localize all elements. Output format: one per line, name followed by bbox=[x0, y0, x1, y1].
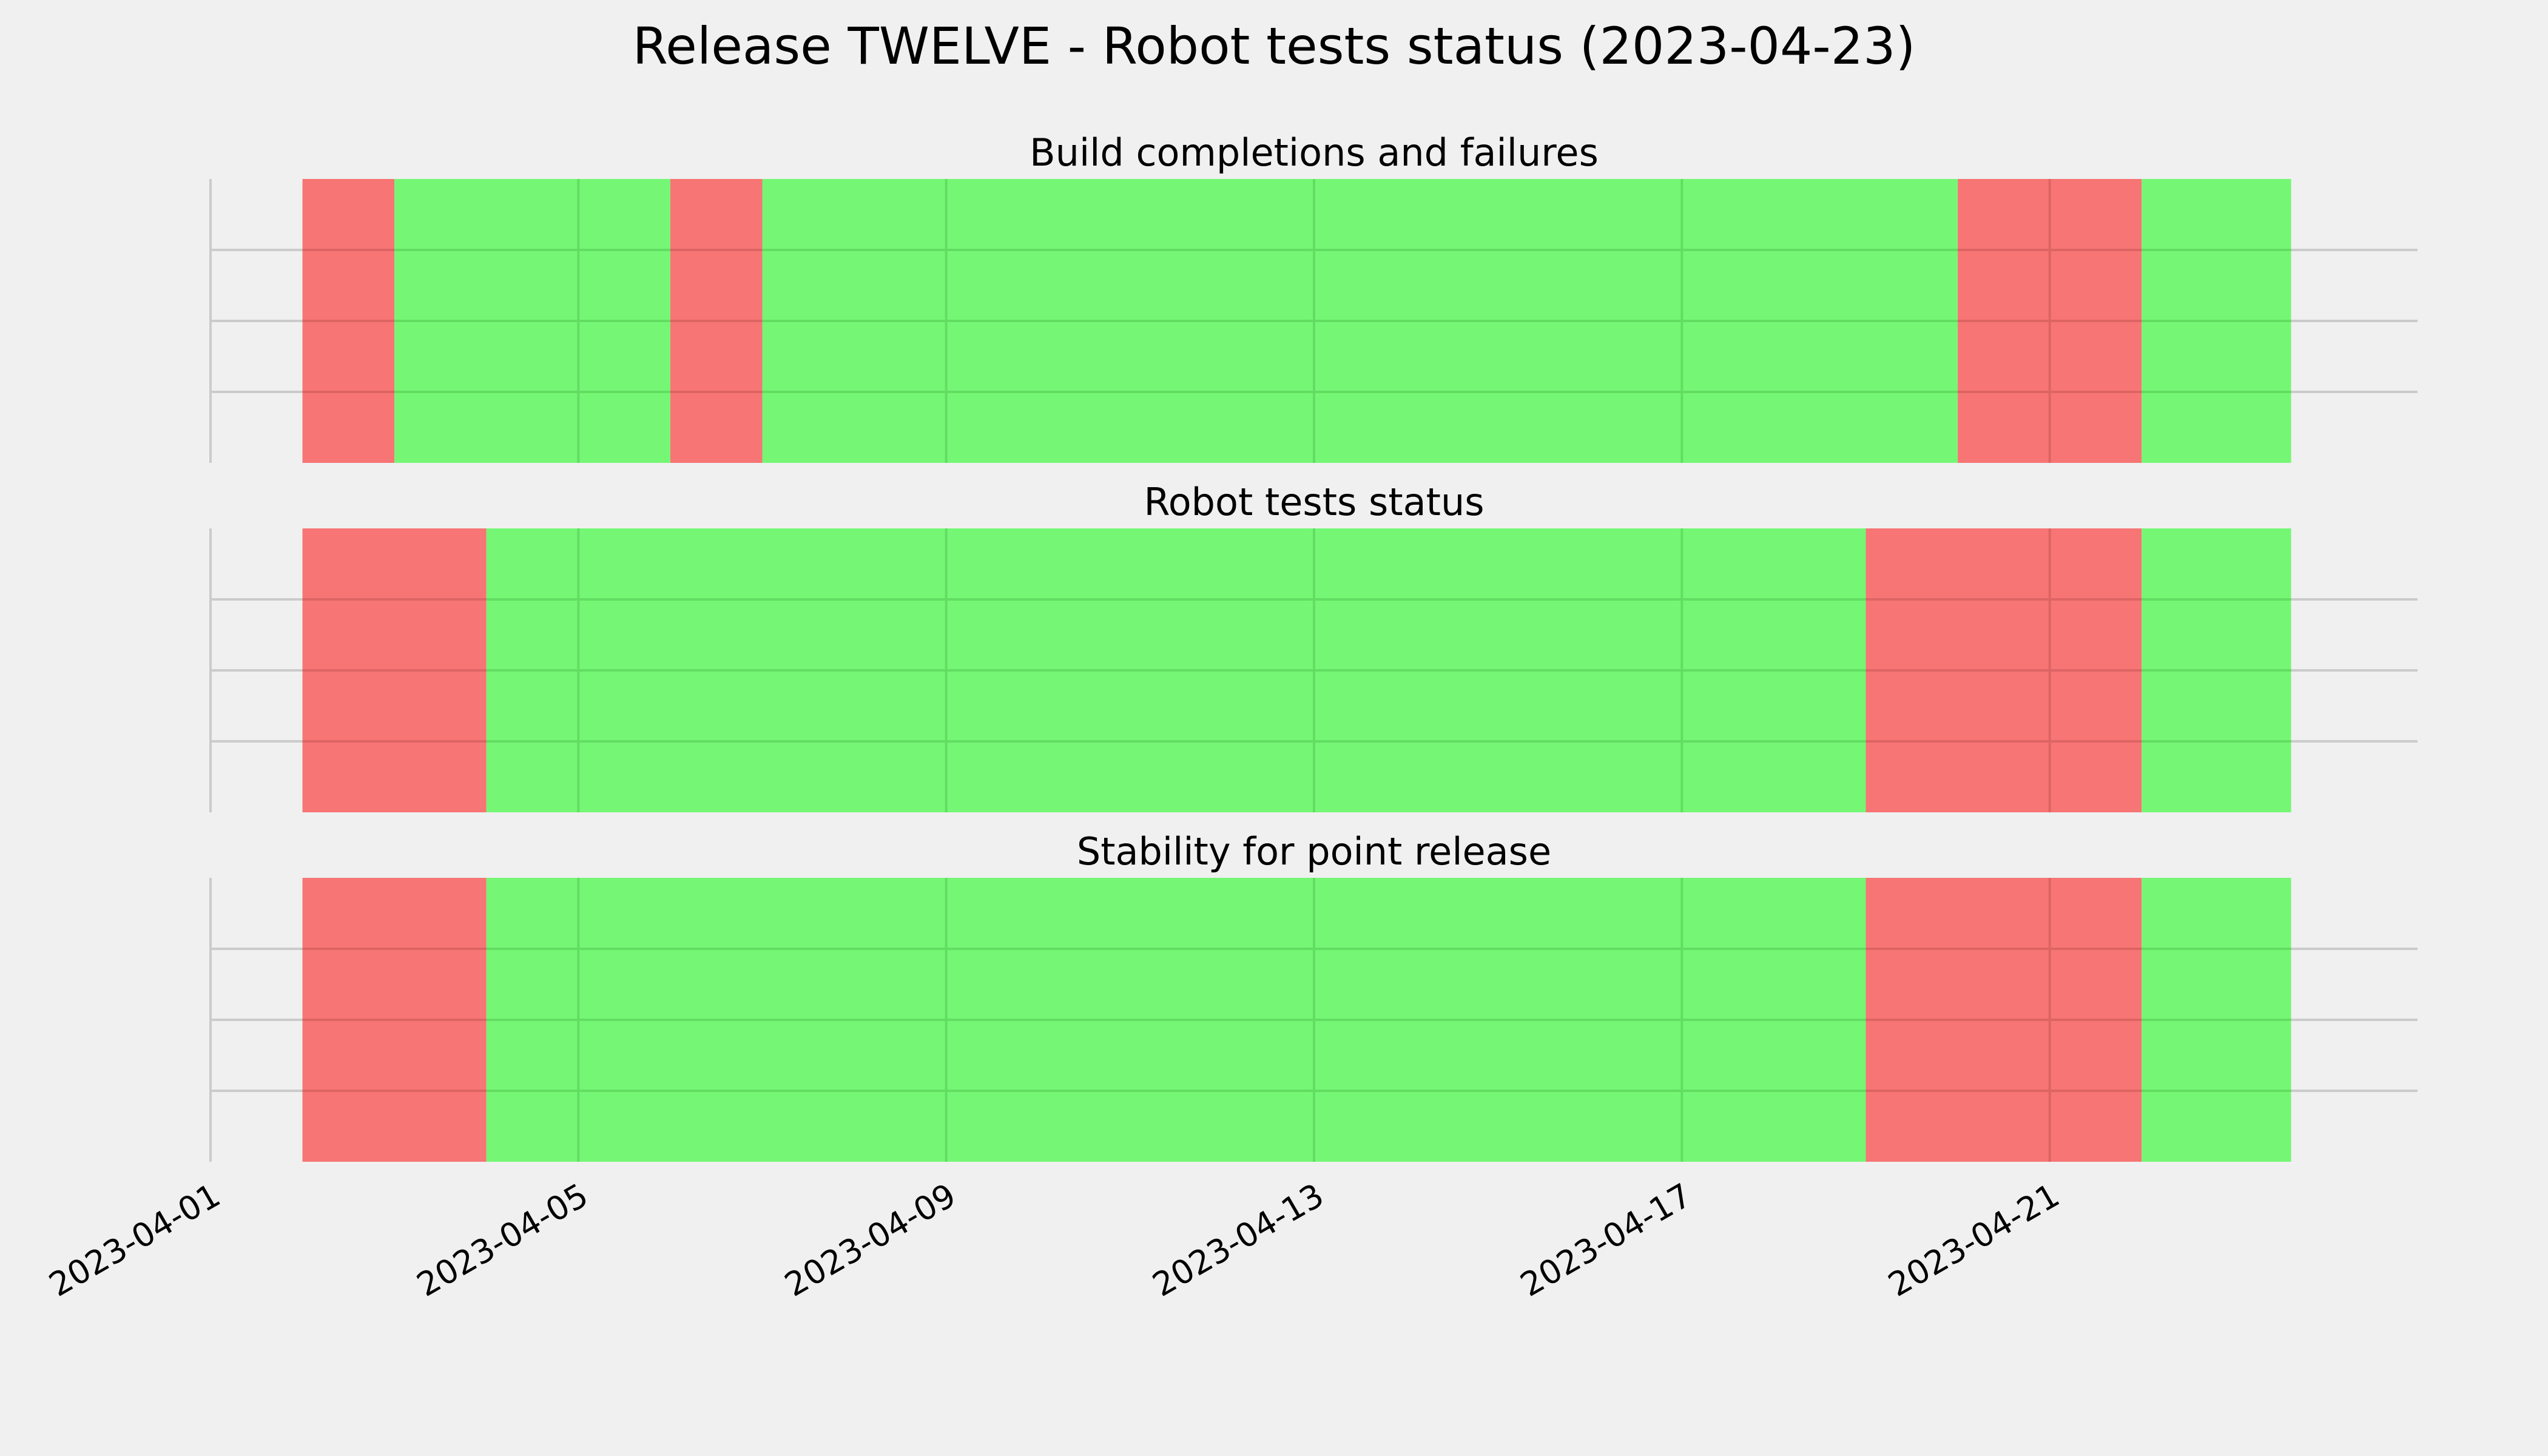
panel-title: Stability for point release bbox=[1077, 829, 1551, 874]
chart-panel: Build completions and failures bbox=[209, 130, 2418, 463]
panel-title: Robot tests status bbox=[1144, 480, 1484, 524]
chart-panel: Robot tests status bbox=[209, 480, 2418, 812]
panel-title: Build completions and failures bbox=[1030, 130, 1599, 175]
figure-title: Release TWELVE - Robot tests status (202… bbox=[633, 16, 1916, 76]
chart-panels: Build completions and failures Robot test… bbox=[42, 130, 2418, 1304]
